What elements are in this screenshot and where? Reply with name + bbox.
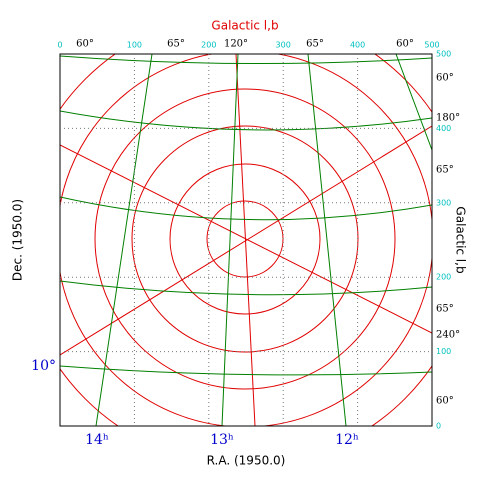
y2-tick-label: 100: [436, 347, 451, 356]
ra-tick-label: 12ʰ: [335, 432, 359, 448]
galactic-tick-label: 60°: [436, 396, 454, 407]
chart-title: Galactic l,b: [211, 19, 278, 33]
galactic-tick-label: 65°: [306, 39, 324, 50]
x2-tick-label: 200: [201, 41, 216, 50]
y2-tick-label: 400: [436, 124, 451, 133]
x2-tick-label: 100: [127, 41, 142, 50]
plot-frame: [59, 53, 433, 427]
galactic-tick-label: 180°: [436, 113, 460, 124]
galactic-tick-label: 65°: [436, 304, 454, 315]
x2-tick-label: 500: [424, 41, 439, 50]
galactic-tick-label: 240°: [436, 330, 460, 341]
galactic-tick-label: 65°: [167, 39, 185, 50]
x-axis-label: R.A. (1950.0): [207, 454, 286, 468]
galactic-tick-label: 60°: [436, 73, 454, 84]
equatorial-grid: [60, 54, 432, 426]
y2-axis-label: Galactic l,b: [454, 206, 468, 273]
x2-tick-label: 400: [350, 41, 365, 50]
y2-tick-label: 0: [436, 422, 441, 431]
y2-tick-label: 300: [436, 198, 451, 207]
galactic-tick-label: 60°: [396, 39, 414, 50]
galactic-tick-label: 60°: [76, 39, 94, 50]
galactic-tick-label: 120°: [224, 39, 248, 50]
ra-tick-label: 13ʰ: [210, 432, 234, 448]
y-axis-label: Dec. (1950.0): [11, 199, 25, 281]
y2-tick-label: 500: [436, 50, 451, 59]
ra-tick-label: 14ʰ: [85, 432, 109, 448]
y2-tick-label: 200: [436, 273, 451, 282]
x2-tick-label: 0: [57, 41, 62, 50]
galactic-grid: [60, 54, 432, 426]
dec-tick-label: 10°: [31, 358, 56, 374]
galactic-tick-label: 65°: [436, 165, 454, 176]
x2-tick-label: 300: [276, 41, 291, 50]
coordinate-grid: [60, 54, 432, 426]
